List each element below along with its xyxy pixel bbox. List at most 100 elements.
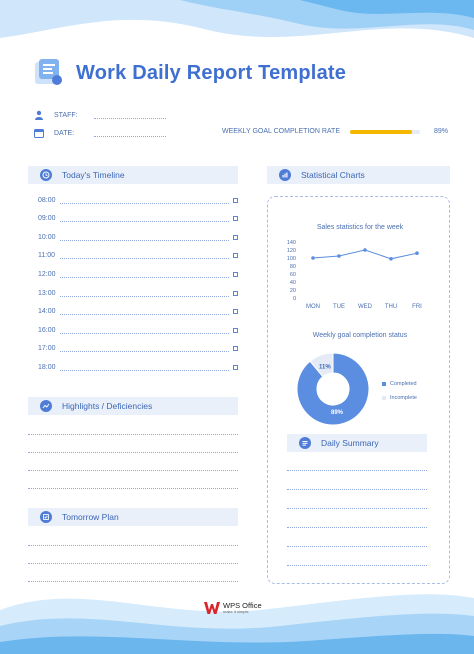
timeline-time-label: 08:00 bbox=[38, 197, 56, 204]
y-tick-label: 80 bbox=[290, 264, 296, 270]
timeline-entry-field[interactable] bbox=[60, 328, 229, 334]
daily-summary-header: Daily Summary bbox=[287, 434, 427, 452]
y-tick-label: 100 bbox=[287, 256, 296, 262]
highlights-line[interactable] bbox=[28, 452, 238, 453]
daily-summary-line[interactable] bbox=[287, 470, 427, 471]
sales-data-point bbox=[415, 251, 419, 255]
clock-icon bbox=[40, 169, 52, 181]
x-tick-label: WED bbox=[358, 304, 373, 310]
bar-chart-icon bbox=[279, 169, 291, 181]
sales-data-point bbox=[363, 248, 367, 252]
timeline-entry-field[interactable] bbox=[60, 291, 229, 297]
highlights-line[interactable] bbox=[28, 488, 238, 489]
y-tick-label: 40 bbox=[290, 280, 296, 286]
staff-field[interactable] bbox=[94, 112, 166, 119]
timeline-entry-field[interactable] bbox=[60, 365, 229, 371]
y-tick-label: 120 bbox=[287, 248, 296, 254]
timeline-time-label: 09:00 bbox=[38, 215, 56, 222]
timeline-checkbox[interactable] bbox=[233, 272, 238, 277]
weekly-goal-progress-bar bbox=[350, 129, 420, 134]
y-tick-label: 0 bbox=[293, 296, 296, 302]
tomorrow-plan-line[interactable] bbox=[28, 563, 238, 564]
timeline-checkbox[interactable] bbox=[233, 235, 238, 240]
timeline-checkbox[interactable] bbox=[233, 365, 238, 370]
weekly-goal-progress-fill bbox=[350, 129, 413, 134]
tomorrow-plan-line[interactable] bbox=[28, 581, 238, 582]
bottom-wave-decoration bbox=[0, 594, 474, 654]
highlights-heading: Highlights / Deficiencies bbox=[62, 401, 153, 411]
timeline-entry-field[interactable] bbox=[60, 235, 229, 241]
timeline-row: 08:00 bbox=[38, 194, 238, 204]
staff-row: STAFF: bbox=[34, 110, 166, 120]
daily-summary-line[interactable] bbox=[287, 489, 427, 490]
completed-slice bbox=[296, 352, 370, 426]
page-title: Work Daily Report Template bbox=[76, 61, 347, 84]
tomorrow-plan-line[interactable] bbox=[28, 545, 238, 546]
report-document-icon bbox=[35, 59, 62, 85]
x-tick-label: MON bbox=[306, 304, 320, 310]
daily-summary-heading: Daily Summary bbox=[321, 438, 379, 448]
timeline-entry-field[interactable] bbox=[60, 272, 229, 278]
date-field[interactable] bbox=[94, 130, 166, 137]
timeline-entry-field[interactable] bbox=[60, 309, 229, 315]
wps-brand-name: WPS Office bbox=[223, 601, 262, 611]
timeline-checkbox[interactable] bbox=[233, 291, 238, 296]
tomorrow-plan-header: Tomorrow Plan bbox=[28, 508, 238, 526]
legend-incomplete-label: Incomplete bbox=[390, 395, 417, 401]
weekly-goal-percent: 89% bbox=[434, 128, 449, 135]
legend-incomplete: Incomplete bbox=[382, 395, 417, 401]
sales-data-point bbox=[337, 254, 341, 258]
trend-icon bbox=[40, 400, 52, 412]
highlights-line[interactable] bbox=[28, 470, 238, 471]
daily-summary-line[interactable] bbox=[287, 546, 427, 547]
person-icon bbox=[35, 110, 43, 120]
staff-label: STAFF: bbox=[54, 111, 78, 119]
timeline-entry-field[interactable] bbox=[60, 346, 229, 352]
wps-office-logo: WPS Office make it simple bbox=[204, 601, 262, 615]
timeline-row: 11:00 bbox=[38, 249, 238, 259]
legend-incomplete-swatch bbox=[382, 396, 386, 400]
title-row: Work Daily Report Template bbox=[32, 56, 346, 90]
tomorrow-plan-heading: Tomorrow Plan bbox=[62, 512, 119, 522]
sales-data-point bbox=[389, 257, 393, 261]
legend-completed: Completed bbox=[382, 381, 417, 387]
date-row: DATE: bbox=[34, 128, 166, 138]
timeline-entry-field[interactable] bbox=[60, 198, 229, 204]
timeline-time-label: 14:00 bbox=[38, 308, 56, 315]
timeline-time-label: 16:00 bbox=[38, 327, 56, 334]
timeline-entry-field[interactable] bbox=[60, 216, 229, 222]
timeline-checkbox[interactable] bbox=[233, 309, 238, 314]
pie-chart-title: Weekly goal completion status bbox=[312, 332, 408, 339]
timeline-row: 17:00 bbox=[38, 342, 238, 352]
timeline-row: 09:00 bbox=[38, 212, 238, 222]
daily-summary-line[interactable] bbox=[287, 527, 427, 528]
timeline-entry-field[interactable] bbox=[60, 253, 229, 259]
timeline-header: Today's Timeline bbox=[28, 166, 238, 184]
summary-icon bbox=[299, 437, 311, 449]
timeline-row: 12:00 bbox=[38, 268, 238, 278]
line-chart-title: Sales statistics for the week bbox=[316, 224, 404, 231]
daily-summary-line[interactable] bbox=[287, 508, 427, 509]
sales-line-chart: 140 120 100 80 60 40 20 0 MON TUE WED THU FRI bbox=[287, 240, 422, 310]
timeline-time-label: 18:00 bbox=[38, 364, 56, 371]
daily-summary-line[interactable] bbox=[287, 565, 427, 566]
timeline-checkbox[interactable] bbox=[233, 198, 238, 203]
highlights-header: Highlights / Deficiencies bbox=[28, 397, 238, 415]
timeline-checkbox[interactable] bbox=[233, 253, 238, 258]
x-tick-label: FRI bbox=[412, 304, 422, 310]
completed-value-label: 89% bbox=[331, 410, 344, 416]
wps-tagline: make it simple bbox=[223, 608, 249, 614]
timeline-checkbox[interactable] bbox=[233, 328, 238, 333]
highlights-line[interactable] bbox=[28, 434, 238, 435]
statistical-charts-heading: Statistical Charts bbox=[301, 170, 365, 180]
timeline-checkbox[interactable] bbox=[233, 216, 238, 221]
y-tick-label: 140 bbox=[287, 240, 296, 246]
timeline-row: 16:00 bbox=[38, 324, 238, 334]
timeline-checkbox[interactable] bbox=[233, 346, 238, 351]
incomplete-value-label: 11% bbox=[319, 364, 331, 370]
x-tick-label: TUE bbox=[333, 304, 345, 310]
timeline-time-label: 11:00 bbox=[38, 252, 55, 259]
plan-icon bbox=[40, 511, 52, 523]
legend-completed-label: Completed bbox=[390, 381, 417, 387]
timeline-heading: Today's Timeline bbox=[62, 170, 125, 180]
